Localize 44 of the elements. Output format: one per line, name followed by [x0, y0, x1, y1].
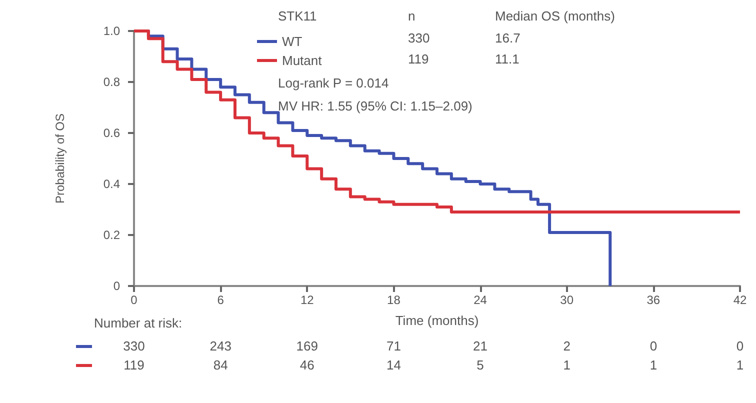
- text: 1: [650, 358, 658, 372]
- x-tick-label: 12: [300, 293, 314, 307]
- text: 2: [563, 338, 570, 354]
- y-tick-label: 1.0: [103, 24, 120, 38]
- text: 5: [476, 358, 484, 372]
- x-tick-label: 0: [130, 293, 138, 307]
- text: 0: [736, 338, 744, 354]
- y-tick-label: 0.2: [103, 228, 120, 242]
- annotation: 16.7: [495, 30, 520, 46]
- text: 21: [473, 338, 488, 354]
- annotation: MV HR: 1.55 (95% CI: 1.15–2.09): [278, 98, 472, 114]
- text: Median OS (months): [495, 8, 615, 24]
- x-axis-title: Time (months): [395, 313, 479, 328]
- y-tick-label: 0: [113, 279, 120, 293]
- annotation: Log-rank P = 0.014: [278, 76, 389, 90]
- text: 71: [386, 338, 401, 354]
- x-tick-label: 42: [733, 293, 747, 307]
- y-tick-label: 0.4: [103, 177, 120, 191]
- legend-title: STK11: [278, 8, 317, 24]
- text: 84: [213, 358, 228, 372]
- x-tick-label: 30: [560, 293, 574, 307]
- text: 14: [386, 358, 401, 372]
- y-axis-title: Probability of OS: [53, 113, 67, 204]
- text: 1: [563, 358, 570, 372]
- text: Number at risk:: [94, 316, 182, 330]
- x-tick-label: 18: [387, 293, 401, 307]
- annotation: 330: [408, 30, 430, 46]
- x-tick-label: 24: [474, 293, 488, 307]
- annotation: 11.1: [495, 52, 520, 66]
- y-tick-label: 0.6: [103, 126, 120, 140]
- x-tick-label: 36: [646, 293, 660, 307]
- x-tick-label: 6: [217, 293, 224, 307]
- text: 119: [124, 358, 144, 372]
- text: 243: [210, 338, 232, 354]
- text: 1: [736, 358, 744, 372]
- annotation: 119: [408, 52, 429, 66]
- text: n: [408, 8, 416, 24]
- text: 169: [296, 338, 318, 354]
- text: 330: [123, 338, 145, 354]
- text: 46: [300, 358, 314, 372]
- legend-label: WT: [282, 34, 302, 49]
- y-tick-label: 0.8: [103, 75, 120, 89]
- text: 0: [650, 338, 658, 354]
- legend-label: Mutant: [282, 53, 322, 68]
